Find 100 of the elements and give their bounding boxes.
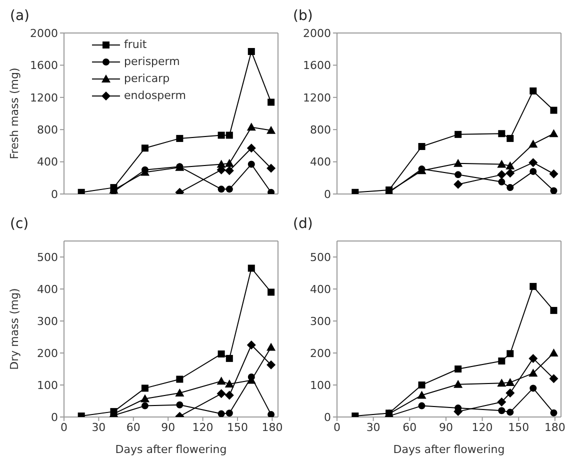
chart-title: (b)	[292, 8, 314, 26]
point	[248, 160, 255, 168]
point	[418, 143, 426, 150]
point	[216, 376, 226, 385]
x-tick-label: 90	[438, 420, 453, 434]
chart-title: (d)	[292, 216, 314, 234]
y-tick-label: 0	[51, 410, 58, 424]
y-tick-label: 100	[310, 378, 331, 392]
y-tick-label: 200	[37, 346, 58, 360]
legend-label: endosperm	[124, 88, 186, 104]
x-tick-label: 120	[472, 420, 493, 434]
chart-title: (a)	[9, 8, 31, 26]
point	[266, 126, 276, 134]
point	[528, 158, 538, 168]
x-tick-label: 60	[126, 420, 140, 434]
point	[268, 410, 275, 417]
point	[454, 158, 463, 167]
point	[226, 186, 233, 193]
y-tick-label: 100	[37, 378, 58, 392]
point	[550, 409, 558, 416]
point	[352, 188, 359, 194]
y-tick-label: 400	[37, 156, 58, 169]
point	[141, 144, 148, 152]
point	[175, 388, 184, 396]
point	[218, 410, 225, 417]
y-tick-label: 800	[37, 124, 58, 137]
y-tick-label: 400	[310, 282, 331, 296]
point	[226, 132, 233, 139]
point	[506, 388, 515, 398]
point	[246, 144, 256, 153]
y-tick-label: 400	[310, 156, 331, 169]
point	[176, 376, 184, 383]
point	[248, 48, 255, 56]
x-tick-label: 180	[262, 420, 283, 434]
y-axis-title: Dry mass (mg)	[8, 288, 21, 370]
y-tick-label: 2000	[30, 26, 58, 40]
point	[550, 306, 558, 314]
y-tick-label: 2000	[303, 26, 331, 40]
point	[417, 390, 426, 399]
point	[498, 407, 506, 414]
point	[497, 378, 506, 387]
y-tick-label: 500	[37, 250, 58, 264]
y-tick-label: 800	[310, 124, 331, 137]
point	[454, 171, 462, 178]
point	[550, 106, 558, 114]
point	[497, 170, 506, 180]
point	[498, 358, 506, 364]
y-tick-label: 0	[324, 410, 331, 424]
x-tick-label: 0	[334, 420, 340, 434]
y-tick-label: 1200	[30, 91, 58, 104]
point	[224, 166, 234, 176]
y-tick-label: 300	[37, 314, 58, 328]
point	[268, 188, 275, 194]
x-tick-label: 150	[227, 420, 248, 434]
chart-title: (c)	[9, 216, 30, 234]
point	[140, 394, 150, 402]
point	[224, 380, 234, 388]
point	[268, 288, 275, 296]
point	[141, 384, 148, 392]
point	[246, 340, 256, 350]
point	[530, 168, 537, 175]
legend-label: perisperm	[124, 54, 180, 70]
point	[497, 397, 506, 406]
y-tick-label: 500	[310, 250, 331, 264]
point	[248, 264, 255, 272]
y-tick-label: 1200	[303, 91, 331, 104]
point	[218, 350, 225, 358]
point	[216, 389, 226, 398]
y-tick-label: 400	[37, 282, 58, 296]
point	[528, 354, 538, 363]
y-tick-label: 1600	[303, 59, 331, 72]
point	[528, 368, 538, 377]
y-tick-label: 0	[51, 188, 58, 201]
x-tick-label: 90	[161, 420, 176, 434]
point	[418, 402, 426, 410]
point	[506, 350, 514, 358]
point	[176, 134, 184, 142]
point	[550, 187, 558, 194]
point	[530, 87, 537, 94]
point	[246, 122, 256, 131]
point	[226, 354, 233, 362]
x-tick-label: 60	[402, 420, 417, 434]
point	[268, 98, 275, 106]
y-tick-label: 200	[310, 346, 331, 360]
point	[530, 282, 537, 290]
y-tick-label: 0	[324, 188, 331, 201]
point	[497, 160, 506, 168]
x-tick-label: 30	[92, 420, 106, 434]
point	[498, 178, 506, 186]
y-tick-label: 1600	[30, 59, 58, 72]
point	[266, 164, 276, 173]
point	[226, 410, 233, 417]
point	[549, 348, 558, 356]
point	[176, 401, 184, 408]
point	[218, 132, 225, 139]
point	[266, 360, 276, 370]
point	[141, 402, 148, 410]
point	[418, 382, 426, 388]
x-tick-label: 30	[366, 420, 380, 434]
point	[224, 390, 234, 400]
